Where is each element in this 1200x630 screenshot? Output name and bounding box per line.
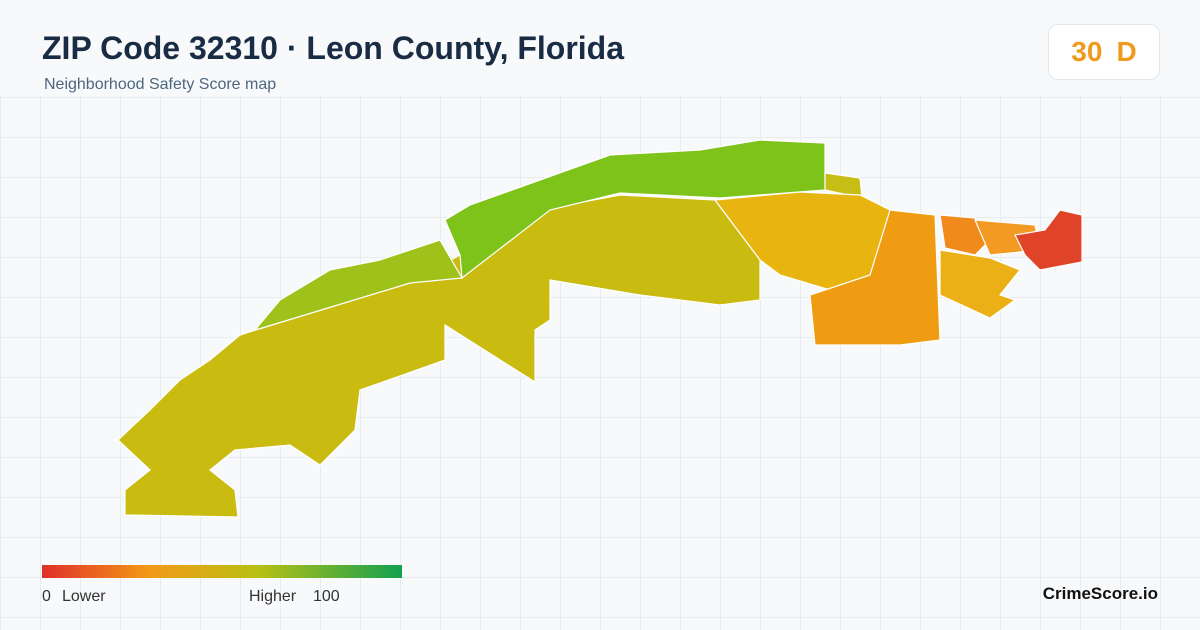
region xyxy=(444,139,826,280)
score-grade: D xyxy=(1116,36,1137,67)
legend-min: 0 xyxy=(42,588,51,605)
score-badge: 30 D xyxy=(1048,24,1160,80)
header: ZIP Code 32310 · Leon County, Florida Ne… xyxy=(0,0,1200,96)
region xyxy=(1014,209,1083,271)
region xyxy=(809,209,941,346)
score-value: 30 xyxy=(1071,36,1103,67)
title: ZIP Code 32310 · Leon County, Florida xyxy=(42,30,625,66)
legend-gradient xyxy=(42,565,402,578)
legend-min-label: Lower xyxy=(62,588,106,605)
region xyxy=(939,249,1021,319)
region xyxy=(117,194,761,518)
subtitle: Neighborhood Safety Score map xyxy=(44,76,277,93)
legend-max: 100 xyxy=(313,588,340,605)
legend-max-label: Higher xyxy=(249,588,297,605)
region xyxy=(253,239,463,332)
brand: CrimeScore.io xyxy=(1042,584,1158,603)
